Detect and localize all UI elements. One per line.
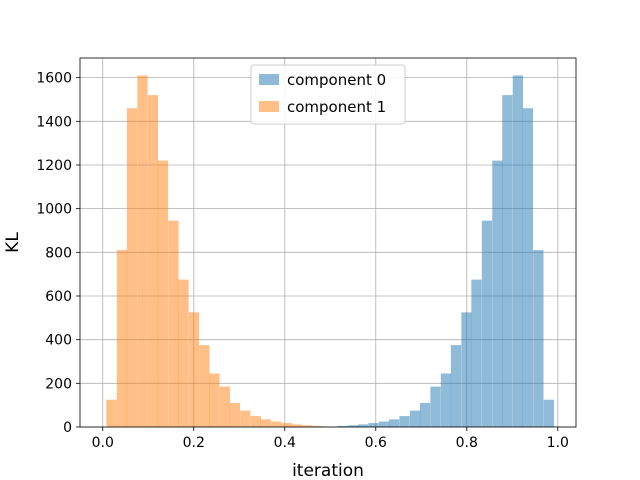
histogram-bar [419,402,431,427]
x-tick-label: 0.8 [456,435,478,451]
histogram-bar [302,425,313,427]
series-0-bars [337,75,554,427]
histogram-bar [157,160,169,427]
histogram-bar [281,423,292,427]
histogram-bar [199,345,210,427]
legend-swatch [259,101,279,112]
histogram-bar [271,421,282,427]
histogram-bar [106,399,117,427]
histogram-bar [502,95,513,427]
legend: component 0 component 1 [250,64,406,125]
histogram-bar [409,410,421,427]
y-tick-label: 600 [45,289,72,305]
plot-frame [79,57,577,428]
histogram-bar [543,399,554,427]
legend-swatch [259,74,279,85]
y-axis-label: KL [3,232,23,253]
legend-label: component 0 [287,71,386,89]
histogram-bar [492,160,503,427]
y-tick-label: 1400 [36,114,72,130]
histogram-bar [168,220,179,427]
y-tick-label: 1200 [36,158,72,174]
histogram-bar [147,95,159,427]
histogram-bar [126,108,138,427]
histogram-bar [388,419,400,427]
histogram-bar [260,419,271,427]
x-tick-label: 0.0 [92,435,114,451]
y-tick-label: 0 [63,420,72,436]
x-axis-ticks: 0.0 0.2 0.4 0.6 0.8 1.0 [92,427,569,451]
histogram-bar [240,410,251,427]
y-tick-label: 200 [45,376,72,392]
histogram-bar [368,423,379,427]
x-tick-label: 0.6 [365,435,387,451]
histogram-bar [116,250,128,427]
histogram-bar [188,312,200,427]
histogram-bar [378,421,390,427]
legend-label: component 1 [287,98,386,116]
histogram-bar [481,220,493,427]
histogram-bar [533,250,544,427]
histogram-bar [348,425,359,427]
histogram-bar [430,386,441,427]
histogram-bar [137,75,148,427]
histogram-bar [471,279,482,427]
y-tick-label: 1600 [36,71,72,87]
histogram-bar [399,416,410,427]
histogram-bars [106,75,554,427]
histogram-bar [358,424,369,427]
x-tick-label: 0.4 [274,435,296,451]
y-axis-ticks: 0 200 400 600 800 1000 1200 1400 1600 [36,71,80,436]
y-tick-label: 1000 [36,202,72,218]
histogram-bar [337,425,348,427]
histogram-bar [209,373,220,427]
x-tick-label: 1.0 [547,435,569,451]
histogram-bar [512,75,524,427]
histogram-bar [312,425,323,427]
histogram-bar [291,424,302,427]
x-axis-label: iteration [292,461,364,480]
histogram-bar [250,416,261,427]
histogram-bar [450,345,462,427]
x-tick-label: 0.2 [183,435,205,451]
histogram-bar [440,373,452,427]
histogram-bar [522,108,534,427]
series-1-bars [106,75,323,427]
histogram-bar [229,402,240,427]
histogram-bar [178,279,189,427]
legend-box [250,64,406,125]
histogram-bar [219,386,230,427]
y-tick-label: 800 [45,245,72,261]
y-tick-label: 400 [45,333,72,349]
histogram-bar [461,312,472,427]
